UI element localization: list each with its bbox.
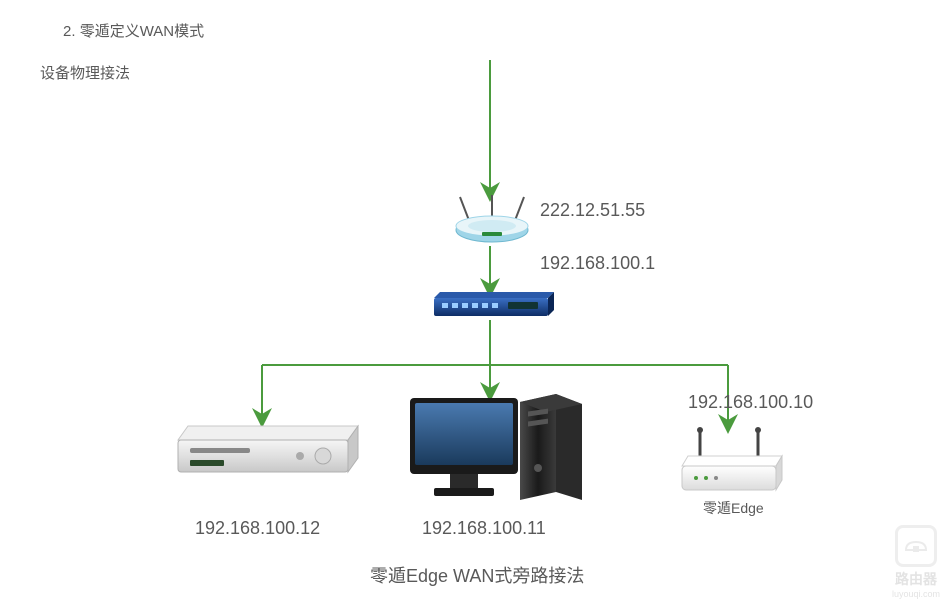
dvd-device-icon: [178, 426, 358, 472]
wifi-router-icon: [456, 195, 528, 242]
watermark-url: luyouqi.com: [892, 589, 940, 599]
diagram-title: 零遁Edge WAN式旁路接法: [370, 562, 584, 588]
pc-icon: [410, 394, 582, 500]
edge-ip-label: 192.168.100.10: [688, 392, 813, 413]
switch-icon: [434, 292, 554, 316]
watermark-brand: 路由器: [892, 569, 940, 589]
pc-ip-label: 192.168.100.11: [422, 518, 546, 539]
edge-router-icon: [682, 427, 782, 490]
router-ip-label: 192.168.100.1: [540, 253, 655, 274]
wan-ip-label: 222.12.51.55: [540, 200, 645, 221]
edge-name-label: 零遁Edge: [703, 498, 764, 518]
dvd-ip-label: 192.168.100.12: [195, 518, 320, 539]
watermark-icon: [895, 525, 937, 567]
watermark: 路由器 luyouqi.com: [892, 525, 940, 599]
